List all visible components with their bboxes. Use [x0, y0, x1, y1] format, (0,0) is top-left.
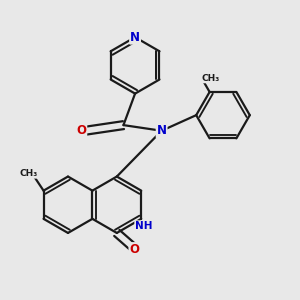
Text: O: O	[129, 243, 140, 256]
Text: N: N	[130, 31, 140, 44]
Text: CH₃: CH₃	[19, 169, 38, 178]
Text: N: N	[157, 124, 166, 137]
Text: O: O	[76, 124, 86, 136]
Text: CH₃: CH₃	[201, 74, 220, 82]
Text: NH: NH	[135, 221, 153, 231]
